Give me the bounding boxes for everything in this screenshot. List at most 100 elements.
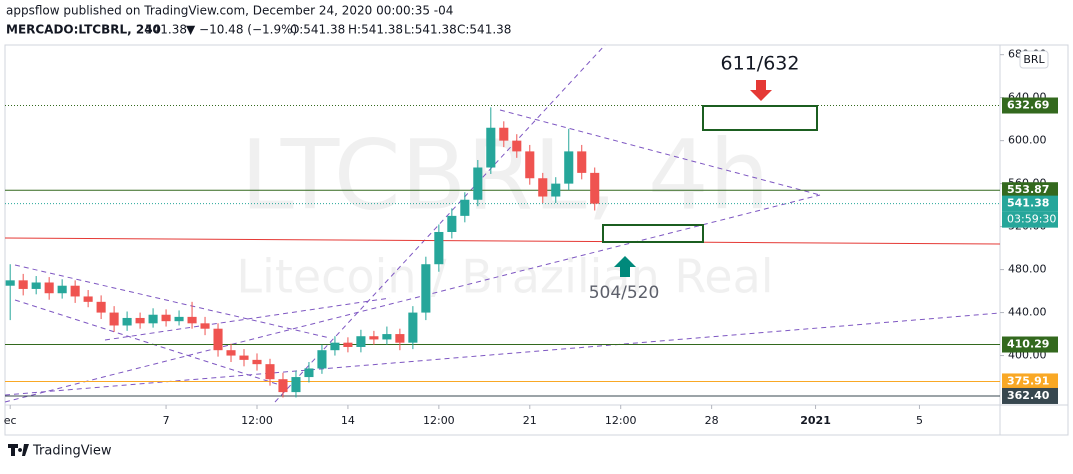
candle-body [577,151,587,173]
logo-icon [8,444,29,456]
candle-body [356,336,366,347]
y-tick-label: 480.00 [1008,263,1047,276]
candle-body [5,280,15,286]
target-box [702,105,818,131]
x-tick-label: 12:00 [605,414,637,427]
candle-body [304,368,314,378]
candle-body [343,342,353,347]
candle-body [408,312,418,343]
trend-line [104,297,391,341]
annotation: 611/632 [721,53,800,75]
candle-body [252,359,262,365]
ohlc-close: C:541.38 [457,23,511,37]
target-box [602,224,704,243]
candle-body [135,317,145,324]
price-tag [1002,373,1058,390]
candle-body [590,172,600,204]
last-price: 541.38 [145,23,187,37]
watermark-description: Litecoin / Brazilian Real [236,250,773,304]
x-tick-label: 7 [163,414,170,427]
candle-body [122,317,132,326]
price-tag [1002,182,1058,199]
support-line [4,237,1001,245]
candle-body [57,285,67,294]
countdown: 03:59:30 [1007,213,1056,226]
candle-body [382,334,392,340]
candle-body [213,328,223,351]
candle-body [395,334,405,343]
frame [4,44,1069,436]
ohlc-open: O:541.38 [290,23,345,37]
change: ▼ −10.48 (−1.9%) [186,23,297,37]
candle-body [161,314,171,322]
logo-text: TradingView [32,444,112,459]
arrow-up [614,256,636,277]
candle-body [174,316,184,322]
symbol: MERCADO:LTCBRL, 240 [6,23,161,37]
ohlc-high: H:541.38 [348,23,403,37]
candle-body [525,151,535,179]
price-tag-label: 375.91 [1007,374,1049,387]
candle-body [96,301,106,313]
candle-body [70,285,80,297]
candle-body [330,342,340,351]
arrow-down [750,80,772,101]
x-tick-label: 2021 [800,414,831,427]
price-tag-label: 553.87 [1007,183,1049,196]
candle-body [369,336,379,340]
ohlc-low: L:541.38 [404,23,457,37]
candle-body [291,377,301,393]
trend-line [499,109,821,196]
trend-line [14,299,281,386]
candle-body [226,350,236,356]
candle-body [278,379,288,393]
candle-body [538,178,548,197]
candle-body [564,151,574,184]
candle-body [200,323,210,329]
candle-body [317,350,327,369]
candle-body [109,312,119,326]
annotation: 504/520 [589,283,660,303]
candle-body [551,183,561,197]
y-tick-label: 600.00 [1008,134,1047,147]
candle-body [265,364,275,380]
price-tag [1002,195,1058,212]
price-tag-label: 632.69 [1007,99,1049,112]
candle-body [148,314,158,324]
countdown-tag [1002,211,1058,228]
candle-body [486,127,496,168]
candle-body [421,264,431,313]
price-tag-label: 410.29 [1007,338,1049,351]
x-tick-label: 5 [916,414,923,427]
x-tick-label: 12:00 [241,414,273,427]
candle-body [31,282,41,289]
candle-body [187,316,197,324]
candle-body [239,355,249,360]
price-tag-label: 541.38 [1007,197,1049,210]
currency-button[interactable] [1019,50,1049,69]
candle-body [434,231,444,265]
x-tick-label: 12:00 [423,414,455,427]
candle-body [460,199,470,216]
x-tick-label: ec [4,414,17,427]
x-tick-label: 21 [523,414,537,427]
trend-line [274,44,606,403]
candle-body [447,215,457,232]
price-tag [1002,387,1058,404]
candle-body [83,296,93,302]
price-tag-label: 362.40 [1007,389,1050,402]
attribution: appsflow published on TradingView.com, D… [6,4,453,18]
candle-body [473,167,483,200]
price-tag [1002,336,1058,353]
x-tick-label: 14 [341,414,355,427]
currency-label: BRL [1023,53,1045,66]
candle-body [18,280,28,289]
candle-body [44,282,54,294]
candle-body [499,127,509,141]
y-tick-label: 440.00 [1008,306,1047,319]
x-tick-label: 28 [705,414,719,427]
price-tag [1002,97,1058,114]
candle-body [512,140,522,152]
